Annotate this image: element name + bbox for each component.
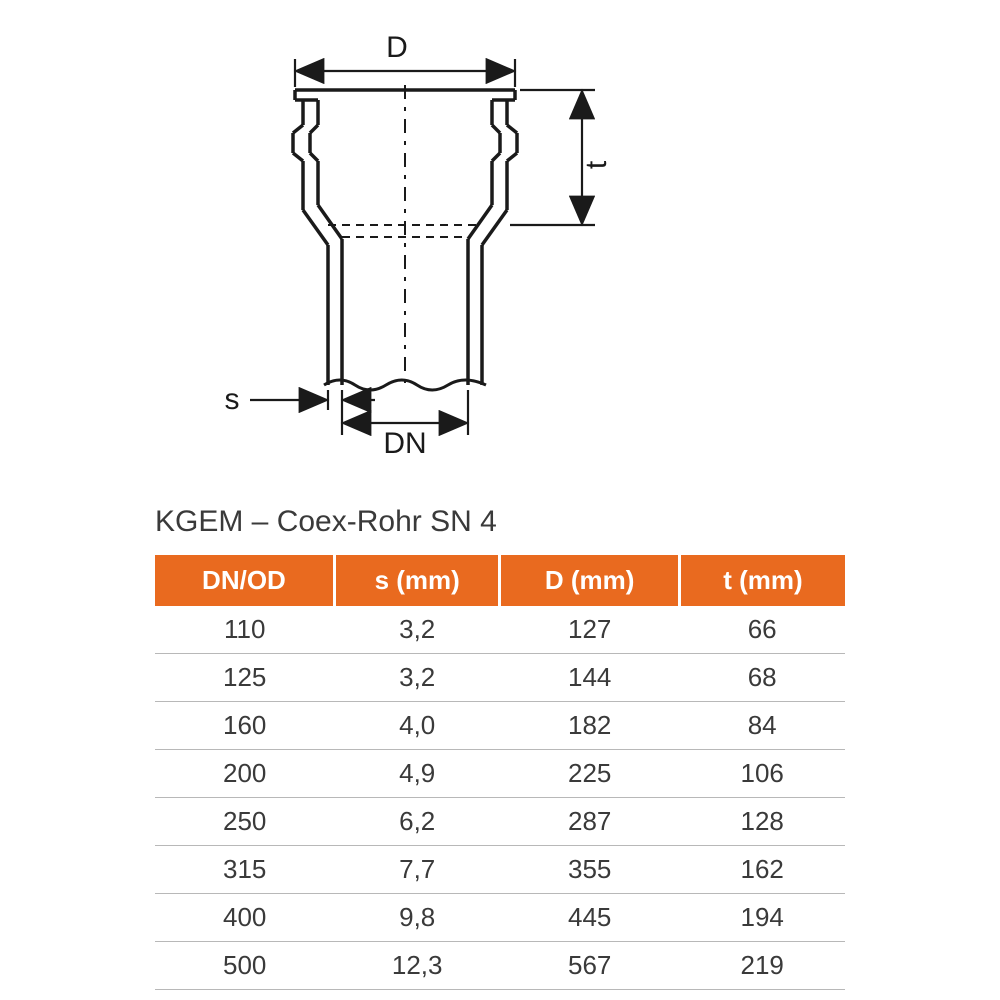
pipe-diagram: D — [190, 25, 670, 455]
table-cell: 355 — [500, 846, 679, 894]
table-cell: 182 — [500, 702, 679, 750]
table-cell: 84 — [679, 702, 845, 750]
table-row: 3157,7355162 — [155, 846, 845, 894]
table-cell: 66 — [679, 606, 845, 654]
spec-table-container: KGEM – Coex-Rohr SN 4 DN/ODs (mm)D (mm)t… — [155, 505, 845, 990]
table-header-cell: D (mm) — [500, 555, 679, 606]
table-row: 2506,2287128 — [155, 798, 845, 846]
table-cell: 4,9 — [334, 750, 500, 798]
table-cell: 144 — [500, 654, 679, 702]
table-title: KGEM – Coex-Rohr SN 4 — [155, 505, 845, 539]
spec-table: DN/ODs (mm)D (mm)t (mm) 1103,2127661253,… — [155, 555, 845, 990]
table-cell: 12,3 — [334, 942, 500, 990]
table-header-cell: DN/OD — [155, 555, 334, 606]
table-cell: 225 — [500, 750, 679, 798]
table-cell: 162 — [679, 846, 845, 894]
table-cell: 567 — [500, 942, 679, 990]
table-row: 1253,214468 — [155, 654, 845, 702]
table-cell: 3,2 — [334, 654, 500, 702]
table-cell: 287 — [500, 798, 679, 846]
dn-label: DN — [383, 427, 426, 455]
t-label: t — [580, 160, 613, 169]
table-cell: 160 — [155, 702, 334, 750]
table-cell: 68 — [679, 654, 845, 702]
table-cell: 7,7 — [334, 846, 500, 894]
table-cell: 128 — [679, 798, 845, 846]
table-cell: 110 — [155, 606, 334, 654]
table-row: 2004,9225106 — [155, 750, 845, 798]
table-header-cell: t (mm) — [679, 555, 845, 606]
table-cell: 445 — [500, 894, 679, 942]
table-cell: 219 — [679, 942, 845, 990]
pipe-svg: D — [190, 25, 670, 455]
table-cell: 9,8 — [334, 894, 500, 942]
table-cell: 106 — [679, 750, 845, 798]
table-cell: 3,2 — [334, 606, 500, 654]
table-header-cell: s (mm) — [334, 555, 500, 606]
table-cell: 500 — [155, 942, 334, 990]
table-row: 1103,212766 — [155, 606, 845, 654]
d-label: D — [386, 31, 408, 64]
table-cell: 194 — [679, 894, 845, 942]
table-cell: 127 — [500, 606, 679, 654]
table-cell: 315 — [155, 846, 334, 894]
table-cell: 400 — [155, 894, 334, 942]
table-row: 1604,018284 — [155, 702, 845, 750]
table-cell: 4,0 — [334, 702, 500, 750]
table-cell: 125 — [155, 654, 334, 702]
table-row: 4009,8445194 — [155, 894, 845, 942]
s-label: s — [225, 383, 240, 416]
table-cell: 200 — [155, 750, 334, 798]
table-row: 50012,3567219 — [155, 942, 845, 990]
table-cell: 250 — [155, 798, 334, 846]
table-cell: 6,2 — [334, 798, 500, 846]
